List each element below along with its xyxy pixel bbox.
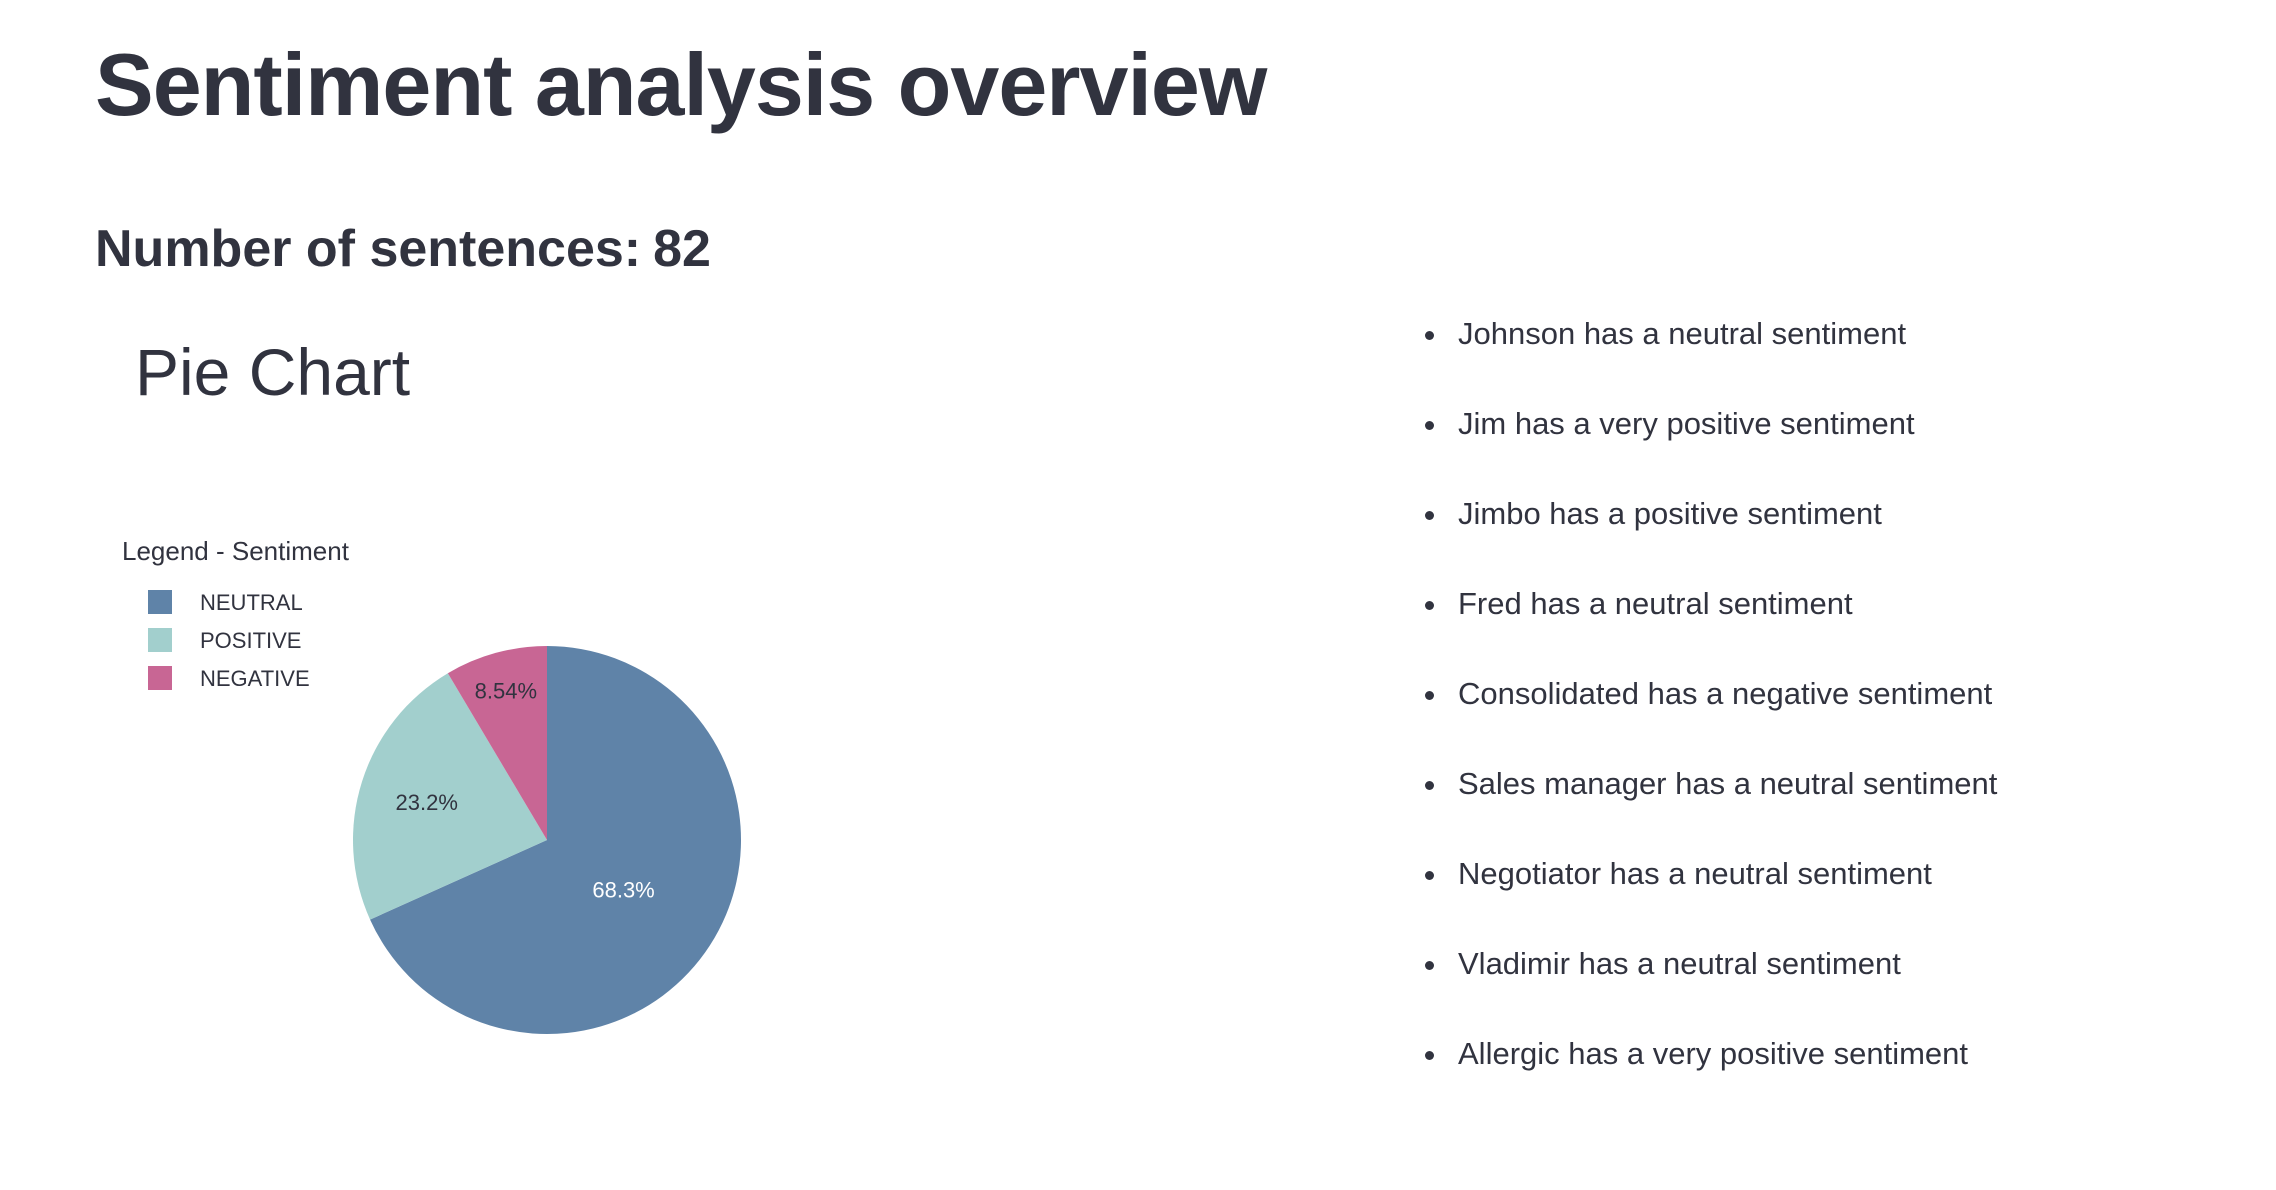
- list-item: Vladimir has a neutral sentiment: [1450, 942, 1997, 1032]
- pie-slice-label: 68.3%: [592, 878, 654, 903]
- legend-swatch-positive: [148, 628, 172, 652]
- sentence-count-label: Number of sentences:: [95, 220, 642, 278]
- page-title: Sentiment analysis overview: [95, 35, 1267, 134]
- list-item: Consolidated has a negative sentiment: [1450, 672, 1997, 762]
- list-item: Fred has a neutral sentiment: [1450, 582, 1997, 672]
- entity-sentiment-list: Johnson has a neutral sentimentJim has a…: [1390, 312, 1997, 1122]
- list-item: Jimbo has a positive sentiment: [1450, 492, 1997, 582]
- sentence-count-value: 82: [653, 220, 711, 278]
- pie-slice-label: 8.54%: [475, 678, 537, 703]
- legend-label: NEGATIVE: [200, 666, 310, 691]
- pie-slices: [353, 646, 741, 1034]
- pie-slice-positive: [353, 673, 547, 920]
- list-item: Jim has a very positive sentiment: [1450, 402, 1997, 492]
- pie-slice-negative: [447, 646, 547, 840]
- pie-chart: Pie Chart Legend - Sentiment NEUTRAL POSI…: [122, 335, 741, 1034]
- legend-label: POSITIVE: [200, 628, 301, 653]
- pie-slice-label: 23.2%: [396, 790, 458, 815]
- pie-labels: 68.3% 23.2% 8.54%: [396, 678, 655, 902]
- legend: NEUTRAL POSITIVE NEGATIVE: [148, 590, 310, 691]
- legend-title: Legend - Sentiment: [122, 536, 350, 566]
- list-item: Johnson has a neutral sentiment: [1450, 312, 1997, 402]
- list-item: Allergic has a very positive sentiment: [1450, 1032, 1997, 1122]
- legend-swatch-neutral: [148, 590, 172, 614]
- pie-slice-neutral: [370, 646, 741, 1034]
- legend-label: NEUTRAL: [200, 590, 303, 615]
- sentence-count-heading: Number of sentences: 82: [95, 214, 711, 284]
- legend-swatch-negative: [148, 666, 172, 690]
- list-item: Negotiator has a neutral sentiment: [1450, 852, 1997, 942]
- list-item: Sales manager has a neutral sentiment: [1450, 762, 1997, 852]
- chart-title: Pie Chart: [135, 335, 410, 409]
